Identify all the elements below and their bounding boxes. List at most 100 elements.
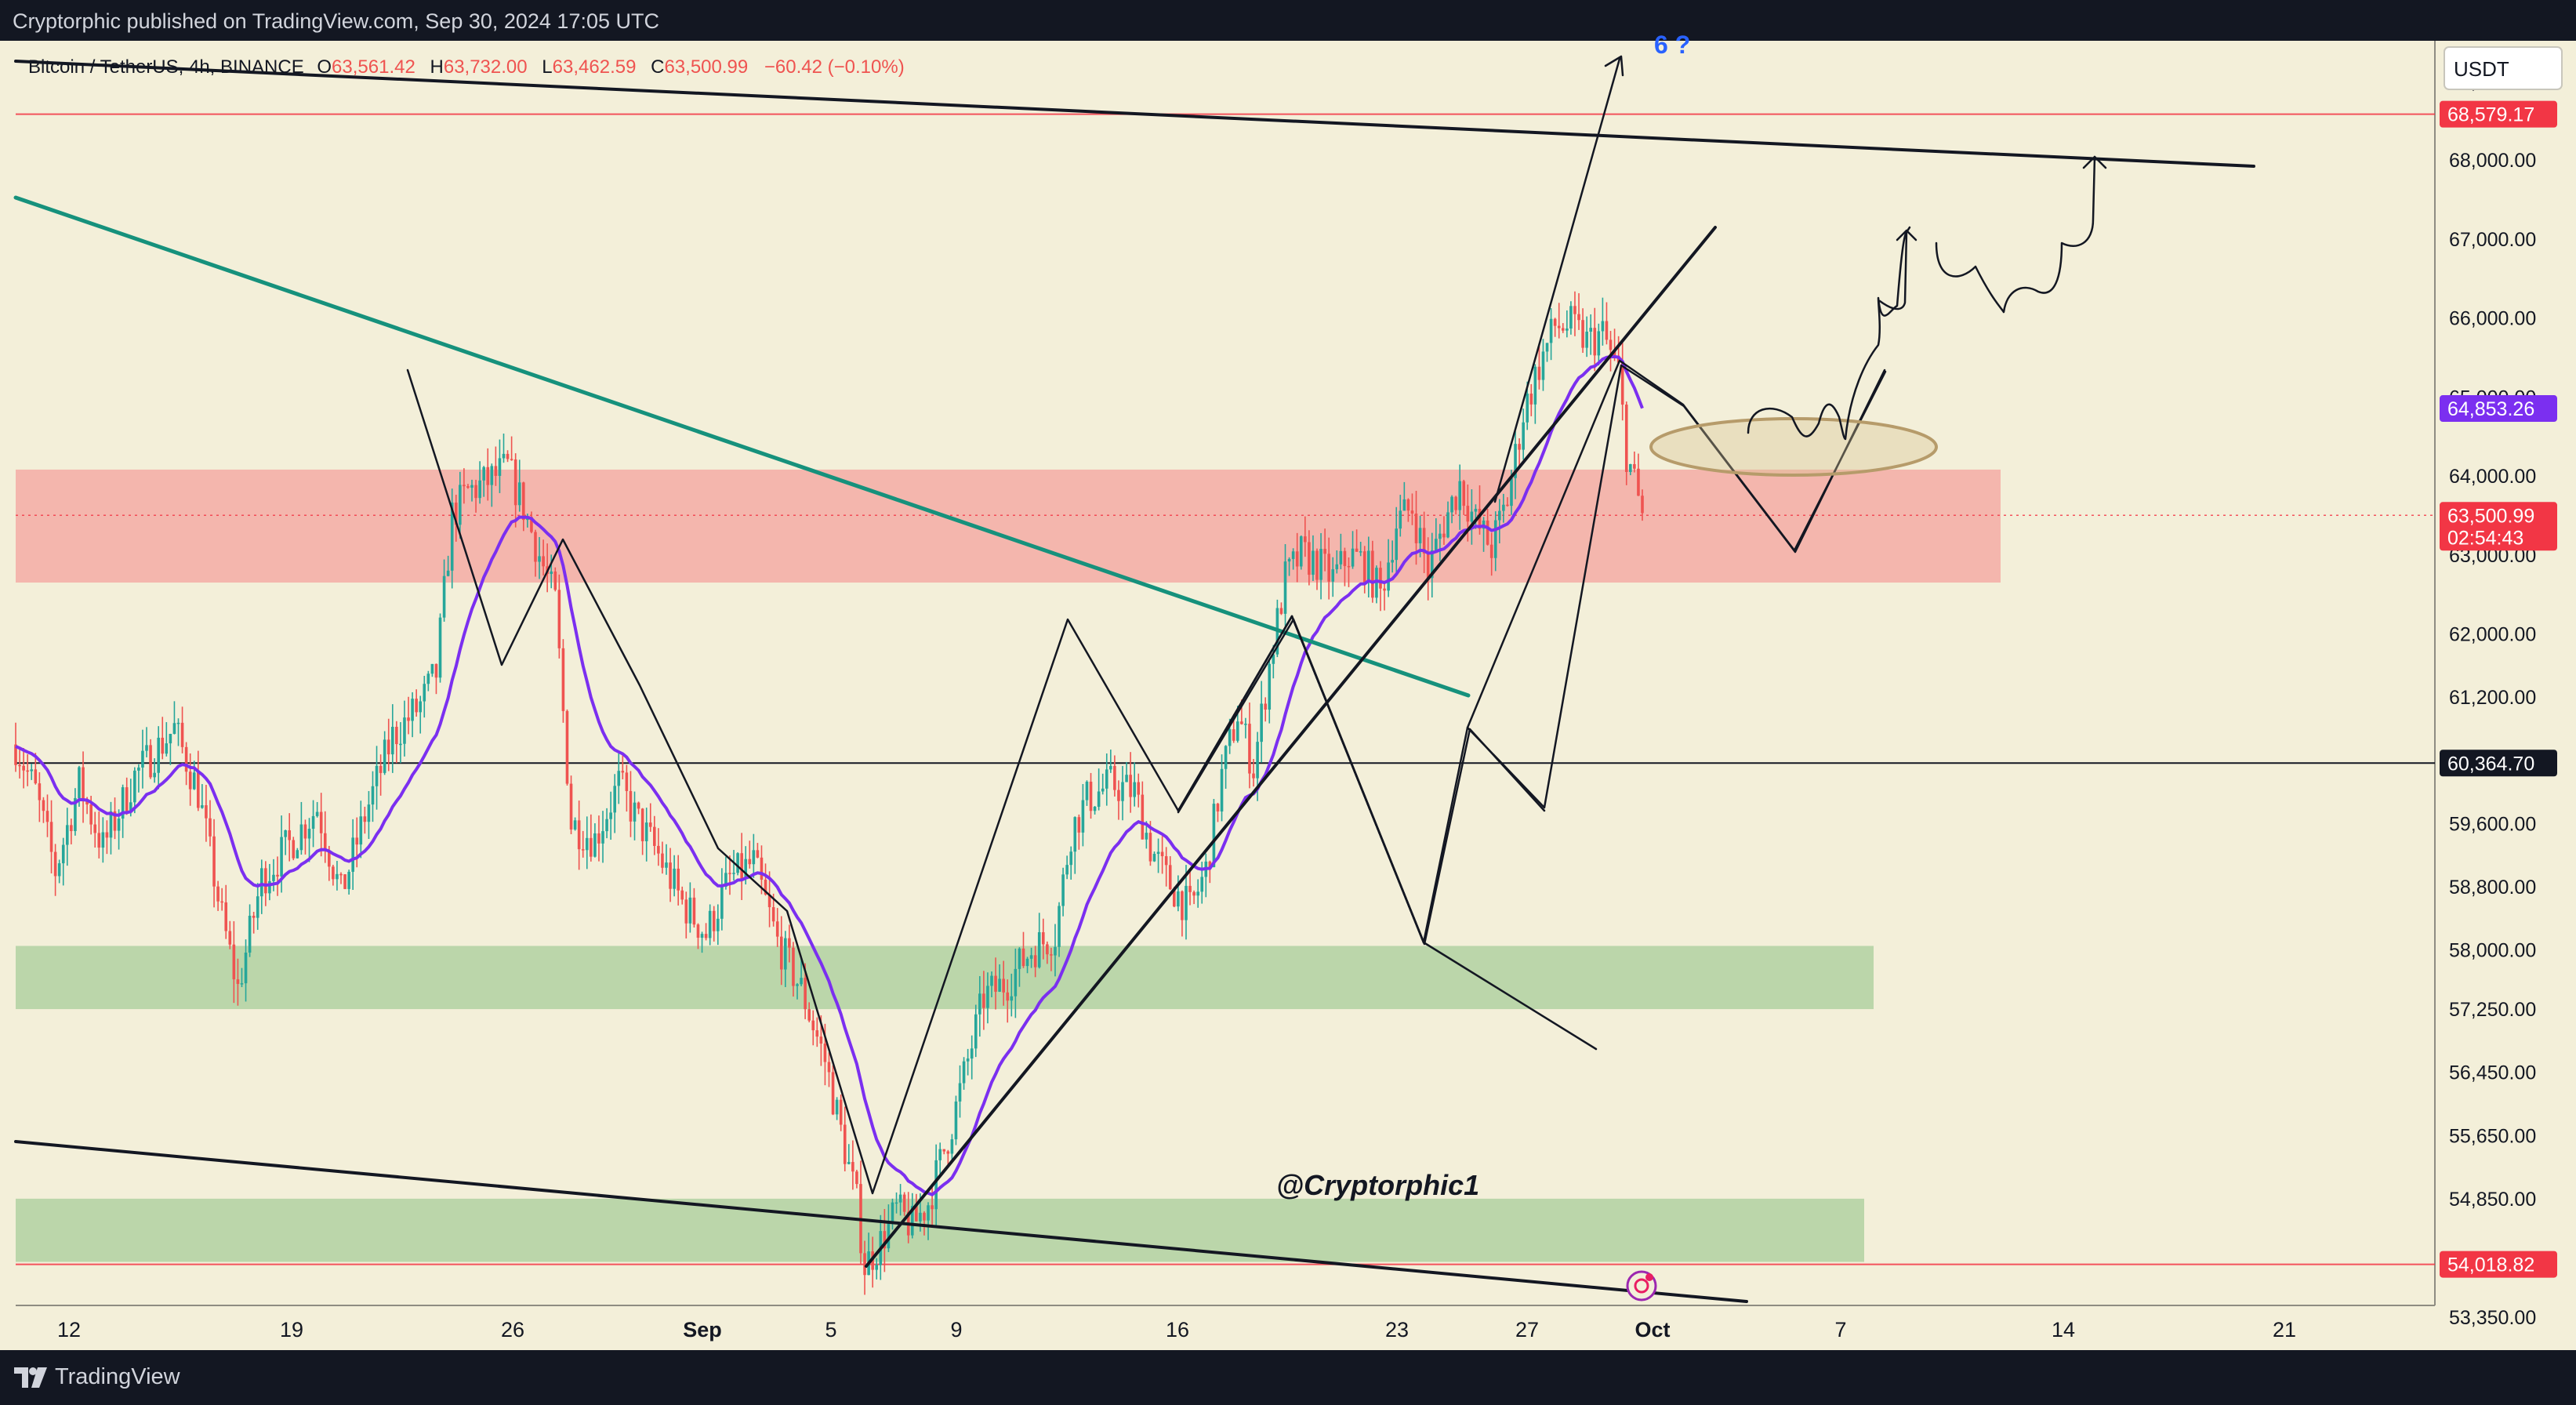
low-value: 63,462.59 <box>553 56 637 78</box>
candle-body <box>847 1162 851 1164</box>
candle-body <box>569 783 573 830</box>
candle-body <box>597 833 600 844</box>
currency-button[interactable] <box>2444 46 2563 90</box>
candle-body <box>22 765 25 771</box>
candle-body <box>415 699 418 713</box>
candle-body <box>1585 332 1588 348</box>
breakout-arrowhead <box>1604 55 1624 77</box>
candle-body <box>1375 568 1378 598</box>
candle-body <box>1566 328 1569 331</box>
candle-body <box>351 837 354 872</box>
symbol-name: Bitcoin / TetherUS, 4h, BINANCE <box>28 56 304 78</box>
x-tick-label: 27 <box>1515 1318 1539 1341</box>
candle-body <box>61 844 65 864</box>
candle-body <box>1002 978 1005 993</box>
candle-body <box>1537 366 1541 380</box>
candle-body <box>89 804 93 825</box>
candle-body <box>1105 769 1108 789</box>
candle-body <box>1486 520 1489 545</box>
candle-body <box>823 1043 827 1062</box>
candle-body <box>1235 721 1239 741</box>
candle-body <box>1446 512 1449 538</box>
candle-body <box>153 772 156 778</box>
currency-label: USDT <box>2454 57 2509 81</box>
candle-body <box>1073 817 1077 852</box>
candle-body <box>240 983 244 985</box>
open-value: 63,561.42 <box>332 56 415 78</box>
candle-body <box>1371 550 1374 598</box>
candle-body <box>26 770 29 772</box>
candle-body <box>716 918 720 931</box>
candle-body <box>601 831 604 844</box>
candle-body <box>201 805 204 808</box>
candle-body <box>403 717 406 744</box>
candle-body <box>931 1205 934 1210</box>
candle-body <box>197 772 200 808</box>
annotation-question: 6 ? <box>1654 31 1690 59</box>
candle-body <box>513 459 517 506</box>
candle-body <box>216 886 220 902</box>
candle-body <box>767 894 771 908</box>
candle-body <box>1533 366 1537 405</box>
candle-body <box>70 825 73 831</box>
candle-body <box>85 801 89 805</box>
candle-body <box>1605 321 1609 340</box>
candle-body <box>303 824 307 839</box>
lower-channel-line <box>14 1140 1748 1303</box>
candle-body <box>974 1014 978 1049</box>
high-value: 63,732.00 <box>444 56 528 78</box>
candle-body <box>593 833 597 857</box>
candle-body <box>1561 328 1565 331</box>
candle-body <box>744 859 748 879</box>
analysis-drawings <box>13 55 2255 1303</box>
candle-body <box>565 710 569 784</box>
candle-body <box>573 820 577 830</box>
candle-body <box>1160 851 1164 857</box>
candle-body <box>1331 569 1335 582</box>
price-label-text: 64,853.26 <box>2447 398 2534 420</box>
candle-body <box>129 802 132 811</box>
candle-body <box>1244 724 1247 725</box>
candle-body <box>1029 955 1033 959</box>
candle-body <box>1553 318 1557 326</box>
candle-body <box>1006 992 1010 1001</box>
x-tick-label: 14 <box>2052 1318 2075 1341</box>
candle-body <box>585 837 589 851</box>
candle-body <box>1248 724 1251 774</box>
candle-body <box>1168 865 1172 890</box>
candle-body <box>1200 877 1204 892</box>
candle-body <box>184 746 188 772</box>
candle-body <box>629 790 633 822</box>
candle-body <box>328 851 331 867</box>
candle-body <box>736 853 739 873</box>
price-label-text: 68,579.17 <box>2447 104 2534 126</box>
candle-body <box>835 1099 839 1115</box>
close-label: C <box>651 56 664 78</box>
candle-body <box>617 771 621 786</box>
future-arrow-2 <box>2082 155 2107 169</box>
candle-body <box>1633 463 1636 469</box>
candle-body <box>339 873 343 876</box>
candle-body <box>724 873 727 888</box>
candle-body <box>1498 510 1501 521</box>
time-axis[interactable]: 12 19 26 Sep 5 9 16 23 27 Oct 7 14 21 <box>57 1318 2296 1341</box>
candle-body <box>1526 394 1529 423</box>
candle-body <box>902 1194 906 1212</box>
candle-body <box>105 832 109 838</box>
candle-body <box>680 890 684 900</box>
candle-body <box>1439 533 1442 539</box>
candle-body <box>815 1030 819 1037</box>
candle-body <box>395 727 398 745</box>
candle-body <box>236 979 240 984</box>
candle-body <box>1609 339 1613 350</box>
candle-body <box>839 1099 843 1125</box>
candle-body <box>1192 891 1195 896</box>
candle-body <box>1383 588 1386 591</box>
candle-body <box>165 743 169 754</box>
price-chart[interactable]: 69,000.0068,000.0067,000.0066,000.0065,0… <box>0 0 2576 1350</box>
candle-body <box>927 1205 930 1221</box>
candle-body <box>1545 343 1549 352</box>
price-axis[interactable]: 69,000.0068,000.0067,000.0066,000.0065,0… <box>2440 71 2557 1350</box>
candle-body <box>1355 548 1359 552</box>
event-marker-icon[interactable] <box>1626 1270 1657 1302</box>
